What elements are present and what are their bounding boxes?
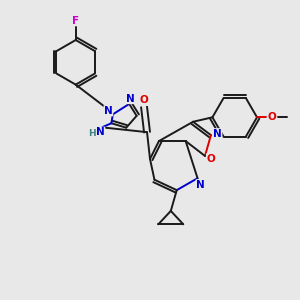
Text: O: O [268,112,276,122]
Text: N: N [213,129,222,139]
Text: N: N [126,94,135,103]
Text: O: O [140,95,148,105]
Text: H: H [88,129,95,138]
Text: N: N [196,180,205,190]
Text: O: O [207,154,215,164]
Text: N: N [96,127,105,137]
Text: N: N [104,106,113,116]
Text: F: F [72,16,79,26]
